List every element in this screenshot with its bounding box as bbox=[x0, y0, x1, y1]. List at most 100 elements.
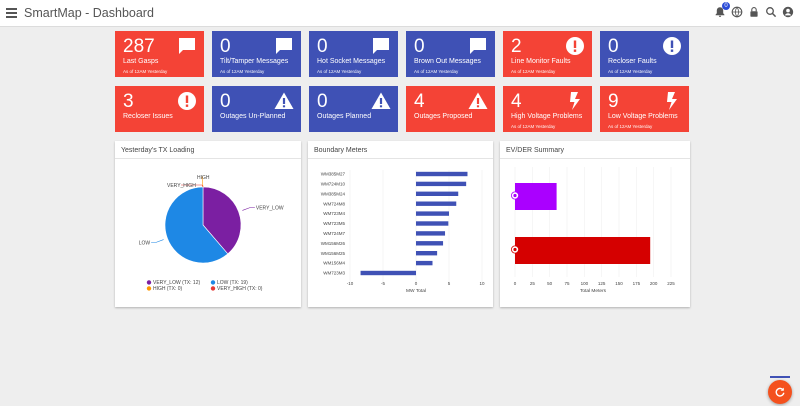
globe-icon[interactable] bbox=[731, 6, 743, 18]
kpi-tile-hot-socket-messages[interactable]: 0 Hot Socket Messages As of 12AM Yesterday bbox=[309, 31, 398, 77]
tile-label: Outages Proposed bbox=[414, 113, 473, 120]
legend-swatch bbox=[146, 280, 152, 285]
kpi-tile-brown-out-messages[interactable]: 0 Brown Out Messages As of 12AM Yesterday bbox=[406, 31, 495, 77]
bar-wm385m27[interactable] bbox=[416, 171, 468, 177]
tile-value: 4 bbox=[511, 91, 522, 112]
bar-ev-car[interactable] bbox=[515, 183, 557, 210]
chat-bubble-icon bbox=[468, 36, 488, 56]
kpi-tile-recloser-faults[interactable]: 0 Recloser Faults As of 12AM Yesterday bbox=[600, 31, 689, 77]
lightning-bolt-icon bbox=[565, 91, 585, 111]
pie-label-very_low: VERY_LOW bbox=[256, 206, 284, 212]
search-icon[interactable] bbox=[765, 6, 777, 18]
kpi-tile-high-voltage-problems[interactable]: 4 High Voltage Problems As of 12AM Yesterd… bbox=[503, 86, 592, 132]
kpi-tile-line-monitor-faults[interactable]: 2 Line Monitor Faults As of 12AM Yesterday bbox=[503, 31, 592, 77]
y-tick-label: WM723M4 bbox=[323, 211, 345, 216]
bar-wm724m10[interactable] bbox=[416, 181, 467, 187]
legend-entry: VERY_HIGH (TX: 0) bbox=[217, 286, 263, 292]
ev-der-summary-card: EV/DER Summary 0 25 50 75 100 125 150 175 200 225… bbox=[500, 141, 690, 307]
legend-swatch bbox=[210, 280, 216, 285]
legend-entry: LOW (TX: 19) bbox=[217, 280, 248, 286]
tile-subtext: As of 12AM Yesterday bbox=[608, 124, 653, 129]
bar-wm156m4[interactable] bbox=[416, 260, 433, 266]
tile-value: 0 bbox=[608, 36, 619, 57]
tile-value: 0 bbox=[220, 91, 231, 112]
hamburger-menu-icon[interactable] bbox=[6, 8, 17, 18]
y-tick-label: WM156M25 bbox=[321, 251, 346, 256]
tile-subtext: As of 12AM Yesterday bbox=[317, 69, 362, 74]
bar-wm724m8[interactable] bbox=[416, 201, 457, 206]
chat-bubble-icon bbox=[274, 36, 294, 56]
tile-value: 3 bbox=[123, 91, 134, 112]
bar-wm723m3[interactable] bbox=[360, 270, 416, 276]
solar-icon bbox=[510, 245, 519, 254]
alert-circle-icon bbox=[177, 91, 197, 111]
alert-circle-icon bbox=[565, 36, 585, 56]
tile-subtext: As of 12AM Yesterday bbox=[414, 69, 459, 74]
kpi-tile-recloser-issues[interactable]: 3 Recloser Issues bbox=[115, 86, 204, 132]
refresh-icon bbox=[775, 387, 785, 397]
notifications-bell-icon[interactable]: 0 bbox=[714, 2, 730, 18]
pie-label-high: HIGH bbox=[197, 175, 210, 181]
ev-car-icon bbox=[510, 191, 519, 200]
tile-subtext: As of 12AM Yesterday bbox=[511, 69, 556, 74]
bar-wm385m24[interactable] bbox=[416, 191, 459, 196]
legend-swatch bbox=[210, 286, 216, 291]
pie-label-very_high: VERY_HIGH bbox=[167, 183, 196, 189]
legend-entry: HIGH (TX: 0) bbox=[153, 286, 183, 292]
x-tick-label: 150 bbox=[615, 281, 623, 286]
tile-value: 0 bbox=[317, 36, 328, 57]
bar-wm156m25[interactable] bbox=[416, 251, 438, 256]
kpi-tile-outages-planned[interactable]: 0 Outages Planned bbox=[309, 86, 398, 132]
pie-label-low: LOW bbox=[139, 240, 151, 246]
tile-label: Line Monitor Faults bbox=[511, 58, 571, 65]
alert-circle-icon bbox=[662, 36, 682, 56]
kpi-tile-tilt-tamper-messages[interactable]: 0 Tilt/Tamper Messages As of 12AM Yesterda… bbox=[212, 31, 301, 77]
account-circle-icon[interactable] bbox=[782, 6, 794, 18]
tile-value: 0 bbox=[220, 36, 231, 57]
chat-bubble-icon bbox=[371, 36, 391, 56]
chat-bubble-icon bbox=[177, 36, 197, 56]
notification-count-badge: 0 bbox=[722, 2, 730, 10]
tile-subtext: As of 12AM Yesterday bbox=[511, 124, 556, 129]
bar-solar[interactable] bbox=[515, 237, 651, 264]
tile-label: Hot Socket Messages bbox=[317, 58, 386, 65]
x-axis-label: MW Total bbox=[406, 288, 426, 294]
x-tick-label: 0 bbox=[415, 281, 418, 286]
bar-wm723m5[interactable] bbox=[416, 221, 449, 226]
x-tick-label: 125 bbox=[598, 281, 606, 286]
y-tick-label: WM156M4 bbox=[323, 261, 345, 266]
x-tick-label: 25 bbox=[530, 281, 536, 286]
refresh-button[interactable] bbox=[768, 380, 792, 404]
tile-label: High Voltage Problems bbox=[511, 113, 583, 120]
tile-subtext: As of 12AM Yesterday bbox=[123, 69, 168, 74]
pie-leader-line bbox=[201, 176, 204, 188]
pie-leader-line bbox=[242, 207, 255, 211]
pie-leader-line bbox=[151, 239, 164, 243]
bar-wm156m26[interactable] bbox=[416, 241, 444, 246]
kpi-tile-low-voltage-problems[interactable]: 9 Low Voltage Problems As of 12AM Yesterda… bbox=[600, 86, 689, 132]
app-title-suffix: - Dashboard bbox=[81, 6, 154, 20]
x-tick-label: 50 bbox=[547, 281, 553, 286]
lock-icon[interactable] bbox=[748, 6, 760, 18]
pie-slice-very_low[interactable] bbox=[202, 186, 242, 255]
tile-label: Recloser Faults bbox=[608, 58, 657, 65]
boundary-meters-bar-chart: -10 -5 0 5 10 WM385M27 WM724M10 WM385M24 WM724M8… bbox=[321, 170, 485, 294]
tx-loading-card: Yesterday's TX Loading VERY_LOW LOW HIGH VE… bbox=[115, 141, 301, 307]
fab-indicator-line bbox=[770, 376, 790, 378]
kpi-tile-outages-un-planned[interactable]: 0 Outages Un-Planned bbox=[212, 86, 301, 132]
y-tick-label: WM723M5 bbox=[323, 221, 345, 226]
pie-slice-low[interactable] bbox=[164, 186, 229, 264]
x-tick-label: 175 bbox=[633, 281, 641, 286]
app-brand: SmartMap bbox=[24, 6, 82, 20]
tile-value: 4 bbox=[414, 91, 425, 112]
y-tick-label: WM385M24 bbox=[321, 191, 346, 196]
tile-label: Recloser Issues bbox=[123, 113, 173, 120]
kpi-tile-outages-proposed[interactable]: 4 Outages Proposed bbox=[406, 86, 495, 132]
bar-wm723m4[interactable] bbox=[416, 211, 449, 216]
kpi-tile-last-gasps[interactable]: 287 Last Gasps As of 12AM Yesterday bbox=[115, 31, 204, 77]
app-title: SmartMap - Dashboard bbox=[24, 6, 154, 20]
boundary-meters-card: Boundary Meters -10 -5 0 5 10 WM385M27 WM724M1… bbox=[308, 141, 493, 307]
y-tick-label: WM723M3 bbox=[323, 271, 345, 276]
tile-label: Outages Planned bbox=[317, 113, 372, 120]
bar-wm724m7[interactable] bbox=[416, 231, 446, 236]
